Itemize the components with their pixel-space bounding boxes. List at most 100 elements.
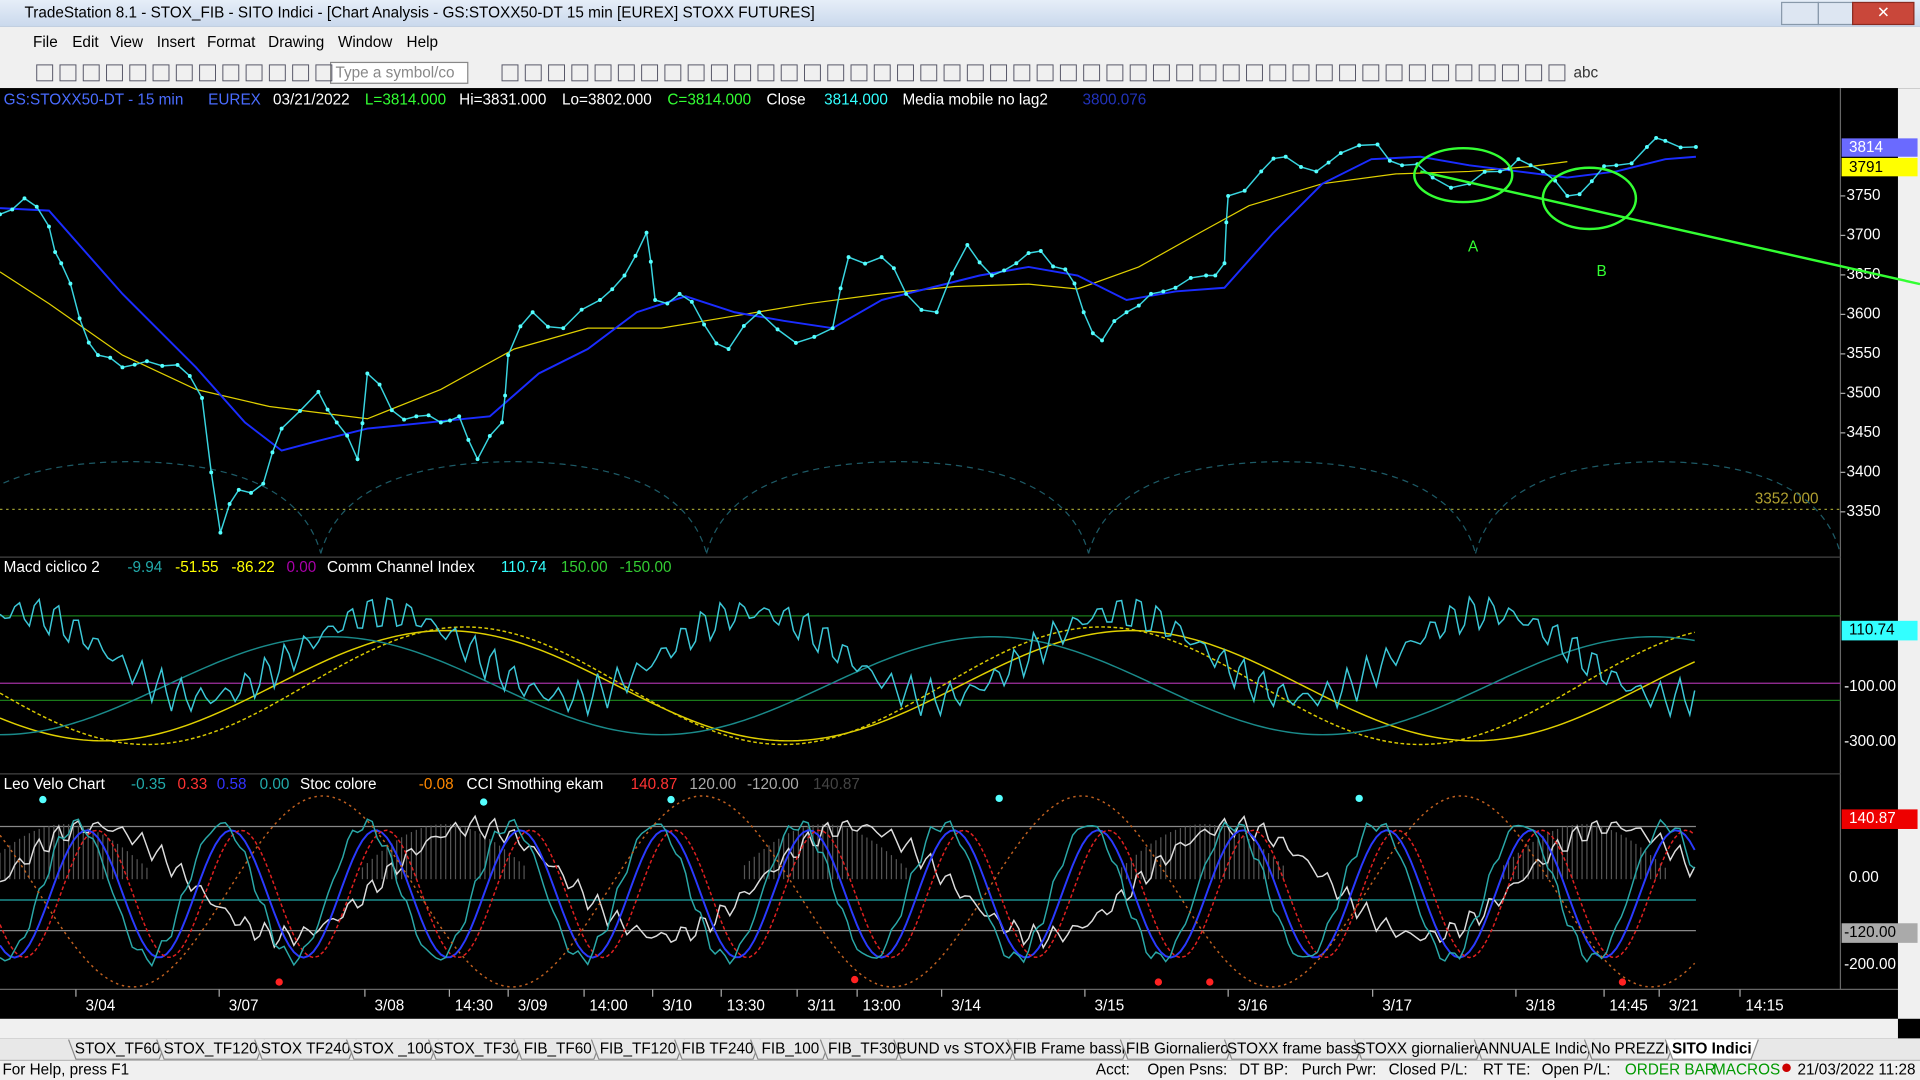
minimize-button[interactable] [1781, 1, 1819, 26]
leo-legend: 140.87 [813, 776, 860, 793]
toolbar-icon[interactable] [1129, 64, 1147, 82]
toolbar-icon[interactable] [1385, 64, 1403, 82]
price-dot [1430, 175, 1435, 180]
toolbar-icon[interactable] [152, 64, 170, 82]
leo-legend: -0.08 [419, 776, 454, 793]
price-dot [200, 396, 204, 400]
toolbar-icon[interactable] [617, 64, 635, 82]
toolbar-icon[interactable] [804, 64, 821, 82]
leo-axis-label: -200.00 [1844, 956, 1896, 973]
symbol-box[interactable] [330, 61, 469, 84]
toolbar-icon[interactable] [990, 64, 1008, 82]
toolbar-icon[interactable] [1269, 64, 1287, 82]
toolbar-icon[interactable] [850, 64, 868, 82]
price-dot [120, 365, 125, 370]
price-dot [175, 362, 180, 367]
price-dot [665, 301, 670, 306]
toolbar-icon[interactable] [1315, 64, 1333, 82]
toolbar-icon[interactable] [524, 64, 542, 82]
toolbar-icon[interactable] [827, 64, 845, 82]
chart-area [0, 88, 1920, 1019]
tab-label: FIB Frame bassi [1013, 1040, 1125, 1057]
toolbar-icon[interactable] [1013, 64, 1031, 82]
toolbar-icon[interactable] [1548, 64, 1566, 82]
price-dot [1693, 144, 1698, 149]
toolbar-icon[interactable] [757, 64, 775, 82]
toolbar-icon[interactable] [59, 64, 77, 82]
toolbar-icon[interactable] [106, 64, 123, 82]
price-dot [1081, 310, 1086, 315]
toolbar-icon[interactable] [1152, 64, 1170, 82]
price-dot [325, 407, 330, 412]
toolbar-icon[interactable] [1292, 64, 1310, 82]
toolbar-icon[interactable] [245, 64, 263, 82]
toolbar-icon[interactable] [1501, 64, 1519, 82]
toolbar-icon[interactable] [1222, 64, 1240, 82]
toolbar-icon[interactable] [1199, 64, 1217, 82]
toolbar-icon[interactable] [1339, 64, 1356, 82]
toolbar-icon[interactable] [1432, 64, 1450, 82]
toolbar-icon[interactable] [175, 64, 193, 82]
toolbar-icon[interactable] [943, 64, 961, 82]
price-dot [1204, 273, 1209, 278]
toolbar-icon[interactable] [664, 64, 682, 82]
price-dot [218, 530, 223, 535]
menu-item: Drawing [268, 34, 324, 51]
cycle-arc [1474, 461, 1841, 554]
price-dot [863, 261, 868, 266]
toolbar-icon[interactable] [1176, 64, 1194, 82]
leo-axis-box [1841, 809, 1918, 829]
toolbar-icon[interactable] [1083, 64, 1101, 82]
status-item: RT TE: [1483, 1061, 1531, 1078]
toolbar-icon[interactable] [199, 64, 217, 82]
price-dot [741, 323, 746, 328]
toolbar-icon[interactable] [501, 64, 519, 82]
toolbar-icon[interactable] [687, 64, 705, 82]
tab-label: STOXX frame bassi [1227, 1040, 1362, 1057]
toolbar-icon[interactable] [1106, 64, 1124, 82]
close-button[interactable] [1852, 1, 1915, 26]
toolbar-icon[interactable] [1036, 64, 1054, 82]
price-axis-label: 3600 [1847, 305, 1881, 322]
horizontal-scrollbar[interactable] [0, 1018, 1898, 1039]
price-dot [1112, 319, 1117, 324]
toolbar-icon[interactable] [292, 64, 310, 82]
cci-axis-box [1841, 620, 1918, 641]
toolbar-icon[interactable] [1246, 64, 1263, 82]
maximize-button[interactable] [1817, 1, 1854, 26]
toolbar-icon[interactable] [1408, 64, 1426, 82]
toolbar-icon[interactable] [222, 64, 240, 82]
vertical-scrollbar[interactable] [1897, 88, 1920, 1019]
toolbar-icon[interactable] [571, 64, 589, 82]
toolbar-icon[interactable] [315, 64, 333, 82]
toolbar-icon[interactable] [548, 64, 565, 82]
toolbar-icon[interactable] [780, 64, 798, 82]
time-axis-label: 3/10 [662, 998, 692, 1015]
toolbar-icon[interactable] [129, 64, 147, 82]
toolbar-icon[interactable] [966, 64, 984, 82]
toolbar-icon[interactable] [873, 64, 891, 82]
toolbar-icon[interactable] [1362, 64, 1380, 82]
toolbar-icon[interactable] [641, 64, 659, 82]
toolbar-icon[interactable] [734, 64, 752, 82]
tab-label: SITO Indici [1672, 1040, 1752, 1057]
status-item: DT BP: [1239, 1061, 1288, 1078]
toolbar-icon[interactable] [82, 64, 100, 82]
price-dot [530, 310, 535, 315]
price-dot [633, 253, 638, 258]
toolbar-icon[interactable] [1478, 64, 1496, 82]
toolbar-icon[interactable] [1525, 64, 1543, 82]
status-item: Closed P/L: [1389, 1061, 1468, 1078]
price-dot [919, 307, 924, 312]
toolbar-icon[interactable] [920, 64, 938, 82]
toolbar-icon[interactable] [1455, 64, 1473, 82]
macd-legend: 150.00 [561, 559, 608, 576]
toolbar-icon[interactable] [36, 64, 54, 82]
toolbar-icon[interactable] [1059, 64, 1077, 82]
tab[interactable] [1664, 1039, 1759, 1060]
toolbar-icon[interactable] [897, 64, 914, 82]
toolbar-icon[interactable] [710, 64, 728, 82]
toolbar-icon[interactable] [268, 64, 286, 82]
toolbar-icon[interactable] [594, 64, 612, 82]
status-item: MACROS [1713, 1061, 1780, 1078]
